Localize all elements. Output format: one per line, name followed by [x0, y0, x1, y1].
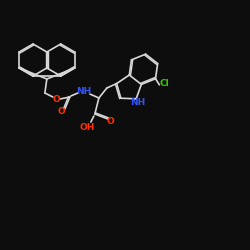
- Text: NH: NH: [130, 98, 146, 107]
- Text: Cl: Cl: [160, 79, 169, 88]
- Text: OH: OH: [79, 122, 94, 132]
- Text: NH: NH: [76, 88, 92, 96]
- Text: O: O: [58, 108, 66, 116]
- Text: O: O: [107, 116, 115, 126]
- Text: O: O: [53, 94, 61, 104]
